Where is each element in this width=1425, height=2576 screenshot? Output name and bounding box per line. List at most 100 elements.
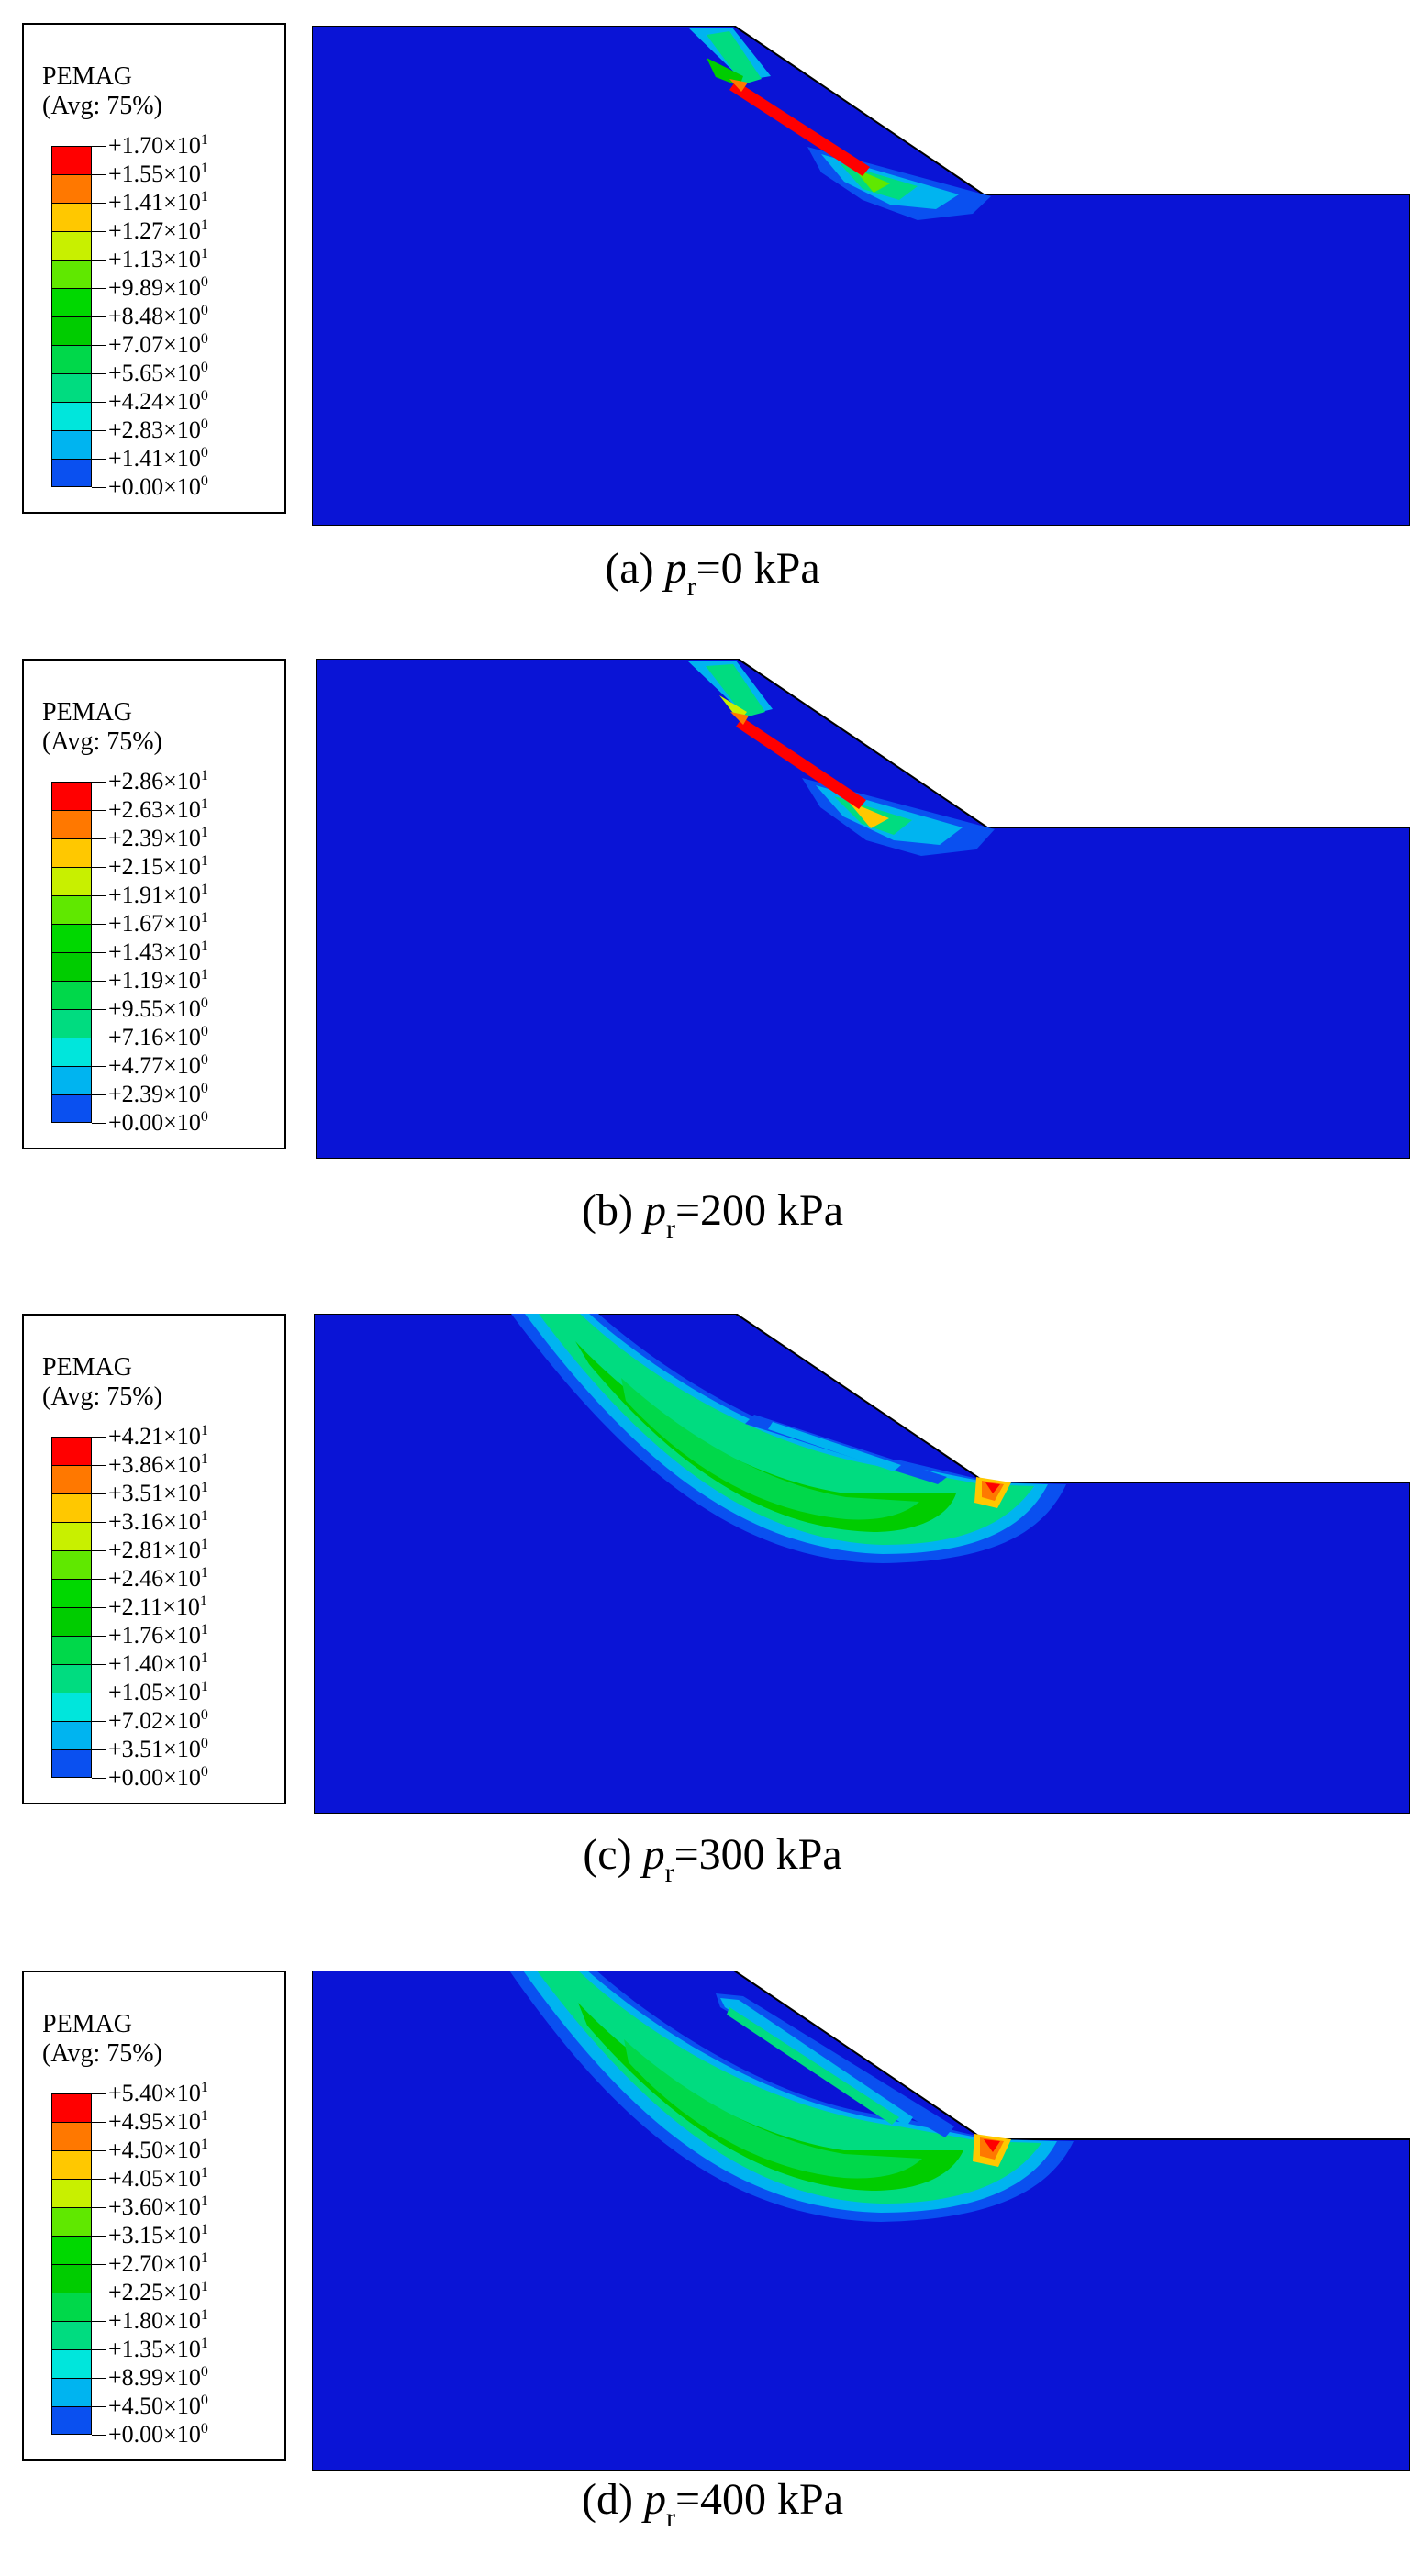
- tick-exponent: 1: [200, 2080, 208, 2095]
- color-bar-cell: [51, 260, 92, 288]
- legend-tick: +3.86×101: [92, 1451, 208, 1479]
- contour-band: [624, 2039, 922, 2179]
- color-bar-cell: [51, 981, 92, 1009]
- legend-tick: +1.40×101: [92, 1650, 208, 1678]
- contour-plot-a: [312, 26, 1410, 526]
- tick-mark: [92, 372, 106, 374]
- color-bar-cell: [51, 1664, 92, 1693]
- legend-tick: +2.39×100: [92, 1081, 208, 1108]
- color-bar-cell: [51, 1094, 92, 1123]
- color-bar-cell: [51, 2093, 92, 2122]
- tick-exponent: 0: [200, 416, 208, 432]
- contour-band: [706, 664, 765, 717]
- color-bar-cell: [51, 459, 92, 487]
- tick-exponent: 0: [200, 331, 208, 347]
- color-bar-cell: [51, 1437, 92, 1465]
- legend-tick: +8.48×100: [92, 303, 208, 330]
- color-bar: +4.21×101 +3.86×101 +3.51×101 +3.16×101 +2.8…: [51, 1423, 208, 1791]
- shear-band-edge: [729, 79, 748, 92]
- tick-label: +7.02×100: [108, 1707, 208, 1734]
- tick-label: +4.95×101: [108, 2108, 208, 2135]
- tick-label: +0.00×100: [108, 473, 208, 500]
- legend-title: PEMAG: [42, 62, 133, 91]
- legend-tick: +1.41×100: [92, 445, 208, 472]
- tick-exponent: 1: [200, 189, 208, 205]
- contour-band: [720, 1998, 913, 2126]
- color-bar-cell: [51, 2179, 92, 2207]
- color-bar-cell: [51, 316, 92, 345]
- color-bar-cell: [51, 924, 92, 952]
- tick-label: +4.50×101: [108, 2137, 208, 2163]
- caption-subscript: r: [665, 2503, 675, 2533]
- color-bar-cell: [51, 2349, 92, 2378]
- legend-tick: +1.67×101: [92, 910, 208, 938]
- color-bar-cell: [51, 952, 92, 981]
- tick-mark: [92, 2178, 106, 2180]
- legend-title: PEMAG: [42, 698, 133, 727]
- tick-exponent: 0: [200, 1736, 208, 1751]
- tick-exponent: 1: [200, 246, 208, 261]
- caption-suffix: =300 kPa: [674, 1830, 842, 1879]
- legend-tick: +4.50×100: [92, 2393, 208, 2420]
- legend-tick: +5.40×101: [92, 2080, 208, 2107]
- shear-band: [736, 717, 866, 809]
- legend-tick: +4.05×101: [92, 2165, 208, 2193]
- caption-d: (d) pr=400 kPa: [0, 2472, 1425, 2533]
- legend-tick: +1.91×101: [92, 882, 208, 909]
- slope-model: [314, 1314, 1410, 1814]
- legend-tick: +2.46×101: [92, 1565, 208, 1593]
- tick-label: +0.00×100: [108, 2421, 208, 2448]
- color-bar-cell: [51, 1038, 92, 1066]
- slope-model: [312, 26, 1410, 526]
- color-bar-cell: [51, 1522, 92, 1550]
- tick-label: +4.77×100: [108, 1052, 208, 1079]
- tick-label: +2.83×100: [108, 416, 208, 443]
- tick-mark: [92, 230, 106, 232]
- legend-subtitle: (Avg: 75%): [42, 727, 162, 756]
- contour-band: [707, 58, 743, 86]
- color-bar-cell: [51, 867, 92, 895]
- tick-label: +3.86×101: [108, 1451, 208, 1478]
- color-bar-cell: [51, 1579, 92, 1607]
- tick-mark: [92, 486, 106, 488]
- tick-mark: [92, 2320, 106, 2322]
- contour-plot-c: [314, 1314, 1410, 1814]
- tick-mark: [92, 1578, 106, 1580]
- tick-mark: [92, 202, 106, 204]
- tick-exponent: 1: [200, 2193, 208, 2209]
- tick-exponent: 0: [200, 1052, 208, 1068]
- legend-tick: +2.83×100: [92, 416, 208, 444]
- color-bar-cell: [51, 2293, 92, 2321]
- tick-exponent: 1: [200, 910, 208, 926]
- legend-tick: +5.65×100: [92, 360, 208, 387]
- tick-mark: [92, 2149, 106, 2151]
- tick-label: +5.40×101: [108, 2080, 208, 2106]
- color-bar-cell: [51, 1465, 92, 1493]
- tick-mark: [92, 1008, 106, 1010]
- tick-exponent: 0: [200, 2364, 208, 2380]
- color-bar-cell: [51, 1493, 92, 1522]
- color-bar-cell: [51, 2378, 92, 2406]
- tick-exponent: 1: [200, 2250, 208, 2266]
- color-bar-cell: [51, 373, 92, 402]
- legend-tick: +0.00×100: [92, 1764, 208, 1792]
- tick-exponent: 1: [200, 2279, 208, 2294]
- legend-tick: +1.05×101: [92, 1679, 208, 1706]
- legend-b: PEMAG (Avg: 75%) +2.86×101 +2.63×101 +2.39…: [22, 659, 286, 1149]
- tick-exponent: 1: [200, 2137, 208, 2152]
- legend-tick: +0.00×100: [92, 473, 208, 501]
- tick-exponent: 0: [200, 388, 208, 404]
- tick-mark: [92, 458, 106, 460]
- caption-prefix: (c): [583, 1830, 643, 1879]
- tick-exponent: 0: [200, 2421, 208, 2437]
- contour-band: [621, 1378, 919, 1520]
- tick-mark: [92, 2377, 106, 2379]
- caption-subscript: r: [664, 1858, 674, 1888]
- color-bar-cell: [51, 2236, 92, 2264]
- tick-label: +1.13×101: [108, 246, 208, 272]
- tick-mark: [92, 1436, 106, 1438]
- color-bar-cell: [51, 430, 92, 459]
- color-bar-cell: [51, 203, 92, 231]
- legend-tick: +2.25×101: [92, 2279, 208, 2306]
- legend-c: PEMAG (Avg: 75%) +4.21×101 +3.86×101 +3.51…: [22, 1314, 286, 1804]
